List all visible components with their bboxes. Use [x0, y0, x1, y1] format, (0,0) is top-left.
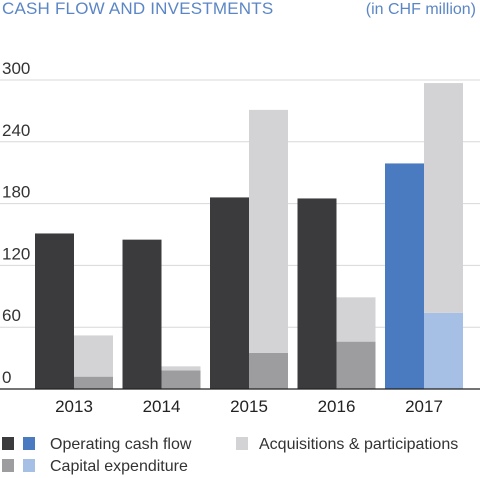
bar-acquisitions-participations: [74, 335, 113, 377]
legend-item: Capital expenditure: [2, 458, 188, 475]
bar-acquisitions-participations: [161, 366, 201, 371]
bar-operating-cash-flow: [122, 239, 162, 389]
bar-acquisitions-participations: [249, 109, 288, 353]
y-axis-ticks: 0 60 120 180 240 300: [2, 59, 30, 387]
legend-swatch: [23, 459, 35, 472]
x-tick-label: 2017: [405, 397, 443, 416]
bars: [35, 83, 463, 389]
y-tick-label: 180: [2, 183, 30, 202]
bar-capital-expenditure: [74, 376, 113, 389]
y-tick-label: 240: [2, 121, 30, 140]
legend-item: Operating cash flow: [2, 436, 192, 453]
bar-operating-cash-flow: [385, 163, 424, 389]
legend-label: Capital expenditure: [50, 458, 188, 475]
legend-swatch: [236, 437, 248, 450]
legend-item: Acquisitions & participations: [236, 436, 458, 453]
x-axis-labels: 2013 2014 2015 2016 2017: [55, 397, 443, 416]
legend: Operating cash flow Acquisitions & partic…: [2, 436, 458, 475]
bar-acquisitions-participations: [424, 83, 463, 313]
legend-swatch: [2, 437, 14, 450]
bar-capital-expenditure: [336, 341, 376, 389]
y-tick-label: 120: [2, 244, 30, 263]
legend-swatch: [2, 459, 14, 472]
x-tick-label: 2014: [143, 397, 181, 416]
chart-title: CASH FLOW AND INVESTMENTS: [2, 0, 273, 18]
x-tick-label: 2013: [55, 397, 93, 416]
y-tick-label: 0: [2, 368, 11, 387]
bar-capital-expenditure: [424, 312, 463, 389]
y-tick-label: 300: [2, 59, 30, 78]
x-tick-label: 2015: [230, 397, 268, 416]
y-tick-label: 60: [2, 306, 21, 325]
bar-capital-expenditure: [249, 352, 288, 389]
bar-acquisitions-participations: [336, 297, 376, 342]
bar-operating-cash-flow: [210, 197, 249, 389]
legend-swatch: [23, 437, 35, 450]
legend-label: Operating cash flow: [50, 436, 192, 453]
bar-capital-expenditure: [161, 370, 201, 389]
chart-unit: (in CHF million): [366, 1, 476, 18]
bar-operating-cash-flow: [297, 198, 337, 389]
x-tick-label: 2016: [318, 397, 356, 416]
bar-operating-cash-flow: [35, 233, 74, 389]
legend-label: Acquisitions & participations: [259, 436, 458, 453]
